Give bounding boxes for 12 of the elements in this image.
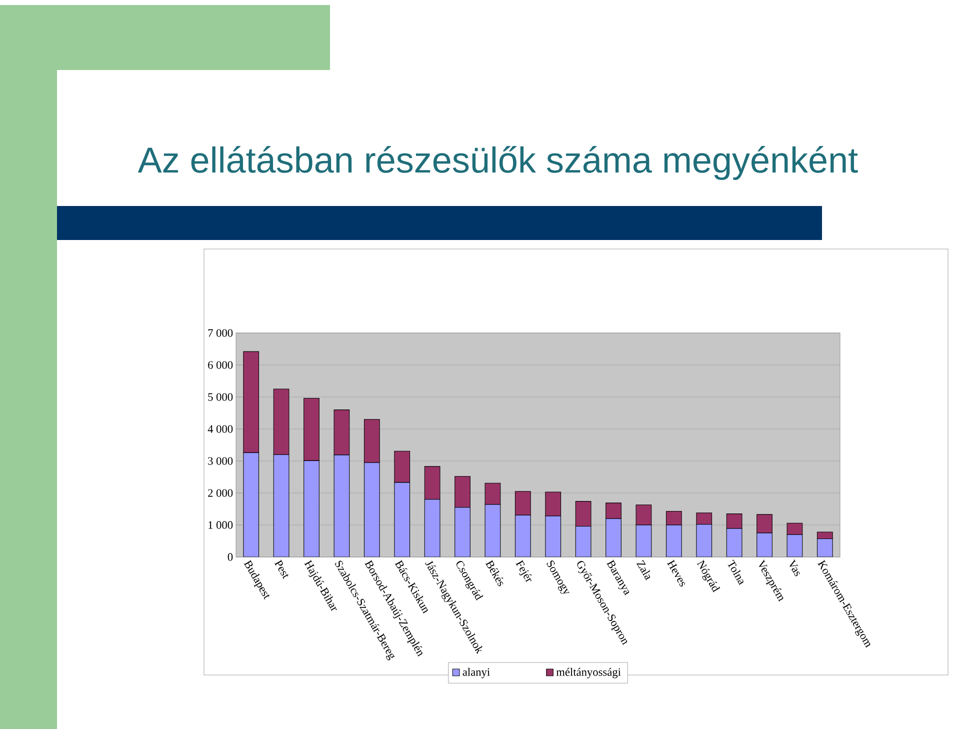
y-tick-label: 1 000	[208, 521, 233, 529]
y-tick-label: 3 000	[208, 457, 233, 465]
y-tick-label: 0	[228, 553, 233, 561]
y-tick-label: 2 000	[208, 489, 233, 497]
y-tick-label: 4 000	[208, 425, 233, 433]
y-tick-label: 7 000	[208, 329, 233, 337]
x-tick-label: Vas	[790, 559, 800, 576]
y-tick-label: 6 000	[208, 361, 233, 369]
y-tick-label: 5 000	[208, 393, 233, 401]
legend-label: alanyi	[462, 668, 490, 678]
chart-title: Az ellátásban részesülők száma megyénként	[138, 146, 858, 180]
legend-label: méltányossági	[556, 668, 621, 678]
